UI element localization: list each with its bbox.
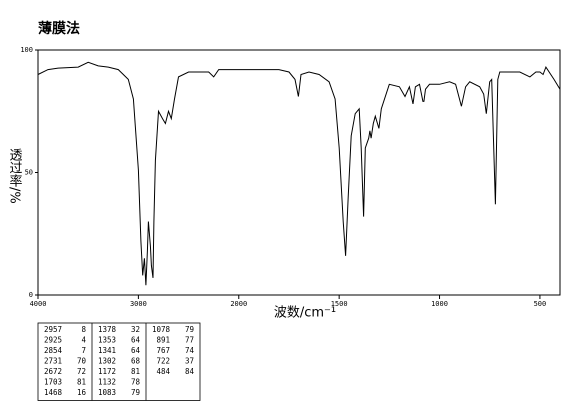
plot-frame (37, 49, 561, 296)
table-cell: 2731 (44, 357, 62, 366)
table-cell: 2925 (44, 336, 62, 345)
table-cell: 68 (131, 357, 141, 366)
x-tick-label: 4000 (30, 300, 47, 308)
x-axis-label: 波数/cm⁻¹ (274, 306, 336, 321)
table-cell: 2854 (44, 346, 63, 355)
table-cell: 4 (81, 336, 86, 345)
x-tick-label: 1500 (331, 300, 348, 308)
table-cell: 1703 (44, 378, 62, 387)
table-cell: 1468 (44, 388, 63, 397)
table-cell: 891 (156, 336, 170, 345)
y-tick-label: 50 (25, 169, 33, 177)
table-cell: 767 (156, 346, 170, 355)
table-cell: 77 (185, 336, 194, 345)
table-cell: 81 (77, 378, 86, 387)
table-cell: 84 (185, 367, 195, 376)
table-cell: 64 (131, 346, 141, 355)
table-cell: 74 (185, 346, 195, 355)
table-cell: 64 (131, 336, 141, 345)
table-cell: 16 (77, 388, 87, 397)
table-cell: 1132 (98, 378, 116, 387)
table-cell: 32 (131, 325, 140, 334)
chart-title: 薄膜法 (38, 20, 80, 37)
x-tick-label: 2000 (230, 300, 247, 308)
table-cell: 37 (185, 357, 194, 366)
table-cell: 1378 (98, 325, 117, 334)
y-axis-label: 透过率/% (7, 148, 23, 204)
table-cell: 1341 (98, 346, 116, 355)
table-cell: 1353 (98, 336, 116, 345)
spectrum-line (37, 61, 561, 286)
table-cell: 1172 (98, 367, 116, 376)
table-cell: 484 (156, 367, 170, 376)
y-tick-label: 0 (29, 291, 33, 299)
table-cell: 72 (77, 367, 86, 376)
y-tick-label: 100 (20, 46, 33, 54)
table-cell: 1302 (98, 357, 116, 366)
table-cell: 7 (81, 346, 86, 355)
x-tick-label: 500 (534, 300, 547, 308)
x-tick-label: 1000 (431, 300, 448, 308)
table-cell: 70 (77, 357, 87, 366)
table-cell: 2957 (44, 325, 62, 334)
x-tick-label: 3000 (130, 300, 147, 308)
table-cell: 722 (156, 357, 170, 366)
table-cell: 1083 (98, 388, 116, 397)
table-cell: 8 (81, 325, 86, 334)
table-cell: 1078 (152, 325, 171, 334)
table-cell: 79 (185, 325, 194, 334)
table-frame (37, 322, 201, 401)
table-cell: 81 (131, 367, 140, 376)
table-cell: 79 (131, 388, 140, 397)
table-cell: 2672 (44, 367, 62, 376)
table-cell: 78 (131, 378, 141, 387)
